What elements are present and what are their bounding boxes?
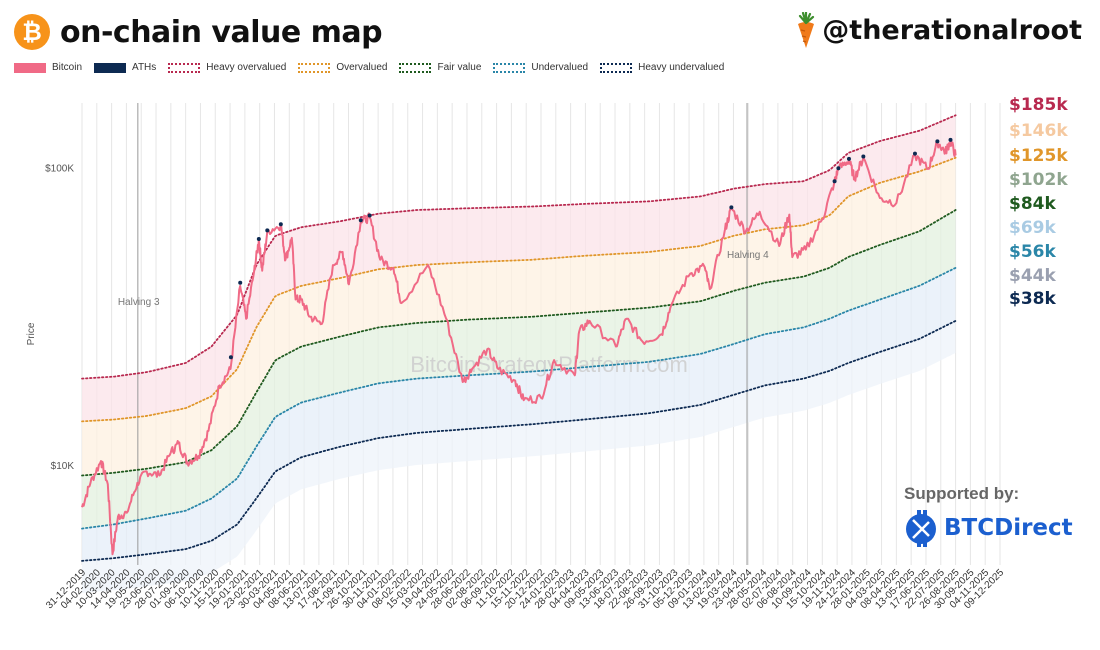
- legend-item[interactable]: ATHs: [94, 62, 156, 73]
- btc-direct-logo-icon: [906, 510, 936, 547]
- band-value-label: $38k: [1009, 289, 1056, 309]
- author-handle: @therationalroot: [822, 14, 1082, 46]
- ath-point: [861, 154, 866, 159]
- band-value-label: $185k: [1009, 95, 1068, 115]
- band-line: [81, 320, 957, 562]
- legend-label: Heavy overvalued: [206, 62, 287, 73]
- ath-point: [228, 355, 233, 360]
- band-value-label: $125k: [1009, 146, 1068, 166]
- ath-point: [256, 237, 261, 242]
- watermark: BitcoinStrategyPlatform.com: [410, 352, 688, 377]
- y-axis-label: Price: [26, 322, 37, 345]
- bitcoin-logo-icon: ₿: [14, 14, 50, 50]
- ath-point: [935, 139, 940, 144]
- carrot-icon: [798, 12, 815, 48]
- band-fill: [82, 267, 956, 561]
- legend-swatch: [168, 62, 201, 73]
- ath-point: [836, 166, 841, 171]
- ath-point: [238, 280, 243, 285]
- halving-label: Halving 3: [118, 297, 160, 308]
- legend-swatch: [399, 62, 432, 73]
- band-value-label: $102k: [1009, 170, 1068, 190]
- ath-point: [278, 222, 283, 227]
- legend-swatch: [94, 62, 127, 73]
- y-tick-label: $10K: [51, 461, 75, 472]
- legend-label: Bitcoin: [52, 62, 83, 73]
- author: @therationalroot: [794, 12, 1082, 48]
- band-value-label: $44k: [1009, 266, 1056, 286]
- band-value-label: $56k: [1009, 242, 1056, 262]
- page-title: on-chain value map: [60, 14, 383, 50]
- legend-item[interactable]: Bitcoin: [14, 62, 82, 73]
- ath-point: [832, 179, 837, 184]
- legend-label: Overvalued: [336, 62, 388, 73]
- header: ₿ on-chain value map: [14, 10, 383, 54]
- y-tick-label: $100K: [45, 164, 74, 175]
- sponsor-brand[interactable]: BTCDirect: [904, 508, 1073, 548]
- legend-swatch: [493, 62, 526, 73]
- sponsor-brand-name: BTCDirect: [944, 515, 1073, 541]
- legend-item[interactable]: Undervalued: [493, 62, 588, 73]
- band-fill: [82, 320, 956, 593]
- bitcoin-price-line: [81, 139, 957, 556]
- band-line: [81, 156, 957, 423]
- legend-item[interactable]: Heavy undervalued: [600, 62, 724, 73]
- ath-point: [729, 205, 734, 210]
- band-fill: [82, 210, 956, 529]
- ath-point: [367, 213, 372, 218]
- band-fill: [82, 115, 956, 422]
- ath-point: [912, 151, 917, 156]
- legend-label: Undervalued: [531, 62, 589, 73]
- band-fill: [82, 157, 956, 476]
- sponsor-caption: Supported by:: [904, 484, 1020, 503]
- legend-swatch: [600, 62, 633, 73]
- ath-point: [265, 228, 270, 233]
- ath-point: [358, 218, 363, 223]
- legend-label: Fair value: [437, 62, 482, 73]
- ath-point: [948, 137, 953, 142]
- legend-item[interactable]: Heavy overvalued: [168, 62, 286, 73]
- chart-legend: Bitcoin ATHs Heavy overvalued Overvalued Fai…: [14, 62, 736, 73]
- band-line: [81, 266, 957, 530]
- legend-label: ATHs: [132, 62, 157, 73]
- halving-label: Halving 4: [727, 250, 769, 261]
- legend-swatch: [14, 62, 46, 73]
- legend-item[interactable]: Fair value: [399, 62, 481, 73]
- legend-swatch: [298, 62, 331, 73]
- band-value-label: $69k: [1009, 218, 1056, 238]
- band-line: [81, 209, 957, 477]
- band-value-label: $84k: [1009, 194, 1056, 214]
- legend-item[interactable]: Overvalued: [298, 62, 387, 73]
- band-value-label: $146k: [1009, 121, 1068, 141]
- band-line: [81, 114, 957, 380]
- legend-label: Heavy undervalued: [638, 62, 725, 73]
- ath-point: [846, 156, 851, 161]
